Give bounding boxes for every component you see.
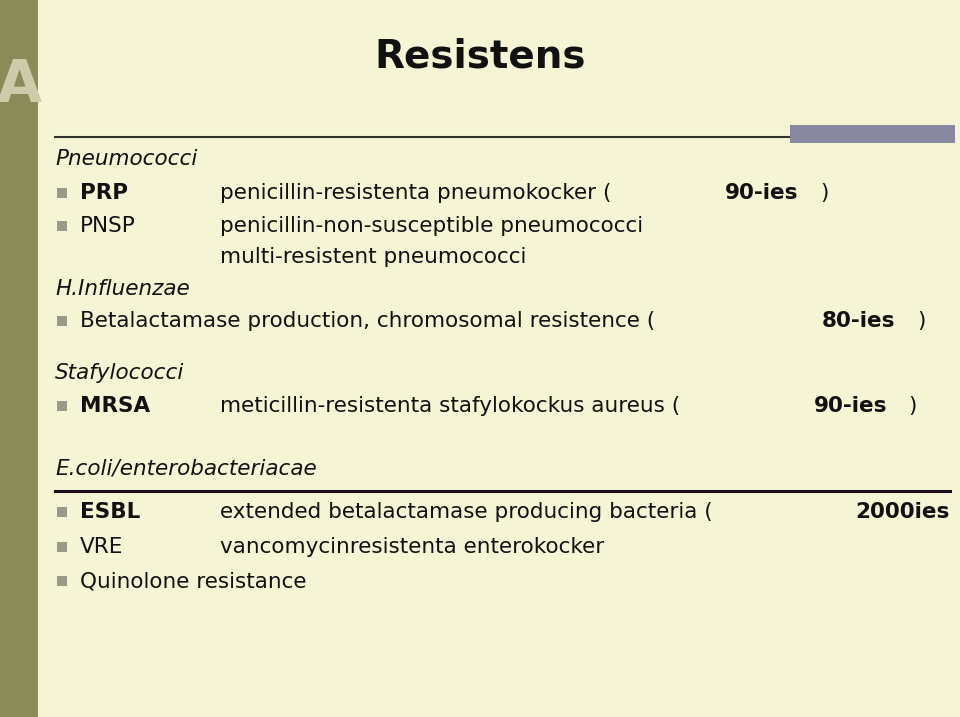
Bar: [790, 125, 955, 143]
Bar: [57, 188, 67, 198]
Text: extended betalactamase producing bacteria (: extended betalactamase producing bacteri…: [220, 502, 712, 522]
Text: ): ): [820, 183, 828, 203]
Text: ): ): [908, 396, 917, 416]
Text: penicillin-non-susceptible pneumococci: penicillin-non-susceptible pneumococci: [220, 216, 643, 236]
Bar: [57, 576, 67, 586]
Text: Pneumococci: Pneumococci: [55, 149, 198, 169]
Bar: [57, 221, 67, 231]
Text: PNSP: PNSP: [80, 216, 135, 236]
Text: vancomycinresistenta enterokocker: vancomycinresistenta enterokocker: [220, 537, 604, 557]
Text: 80-ies: 80-ies: [822, 311, 896, 331]
Text: A: A: [0, 57, 41, 114]
Text: 90-ies: 90-ies: [814, 396, 887, 416]
Text: Betalactamase production, chromosomal resistence (: Betalactamase production, chromosomal re…: [80, 311, 655, 331]
Bar: [57, 507, 67, 517]
Text: 90-ies: 90-ies: [725, 183, 799, 203]
Text: Stafylococci: Stafylococci: [55, 363, 184, 383]
Text: Resistens: Resistens: [374, 37, 586, 75]
Text: multi-resistent pneumococci: multi-resistent pneumococci: [220, 247, 526, 267]
Text: VRE: VRE: [80, 537, 124, 557]
Text: E.coli/enterobacteriacae: E.coli/enterobacteriacae: [55, 458, 317, 478]
Bar: [57, 542, 67, 552]
Text: 2000ies: 2000ies: [855, 502, 950, 522]
Text: ): ): [917, 311, 925, 331]
Bar: [0, 0, 38, 717]
Text: PRP: PRP: [80, 183, 128, 203]
Text: meticillin-resistenta stafylokockus aureus (: meticillin-resistenta stafylokockus aure…: [220, 396, 680, 416]
Text: H.Influenzae: H.Influenzae: [55, 279, 190, 299]
Text: MRSA: MRSA: [80, 396, 150, 416]
Text: penicillin-resistenta pneumokocker (: penicillin-resistenta pneumokocker (: [220, 183, 612, 203]
Text: Quinolone resistance: Quinolone resistance: [80, 571, 306, 591]
Bar: [57, 401, 67, 411]
Bar: [57, 316, 67, 326]
Text: ESBL: ESBL: [80, 502, 140, 522]
